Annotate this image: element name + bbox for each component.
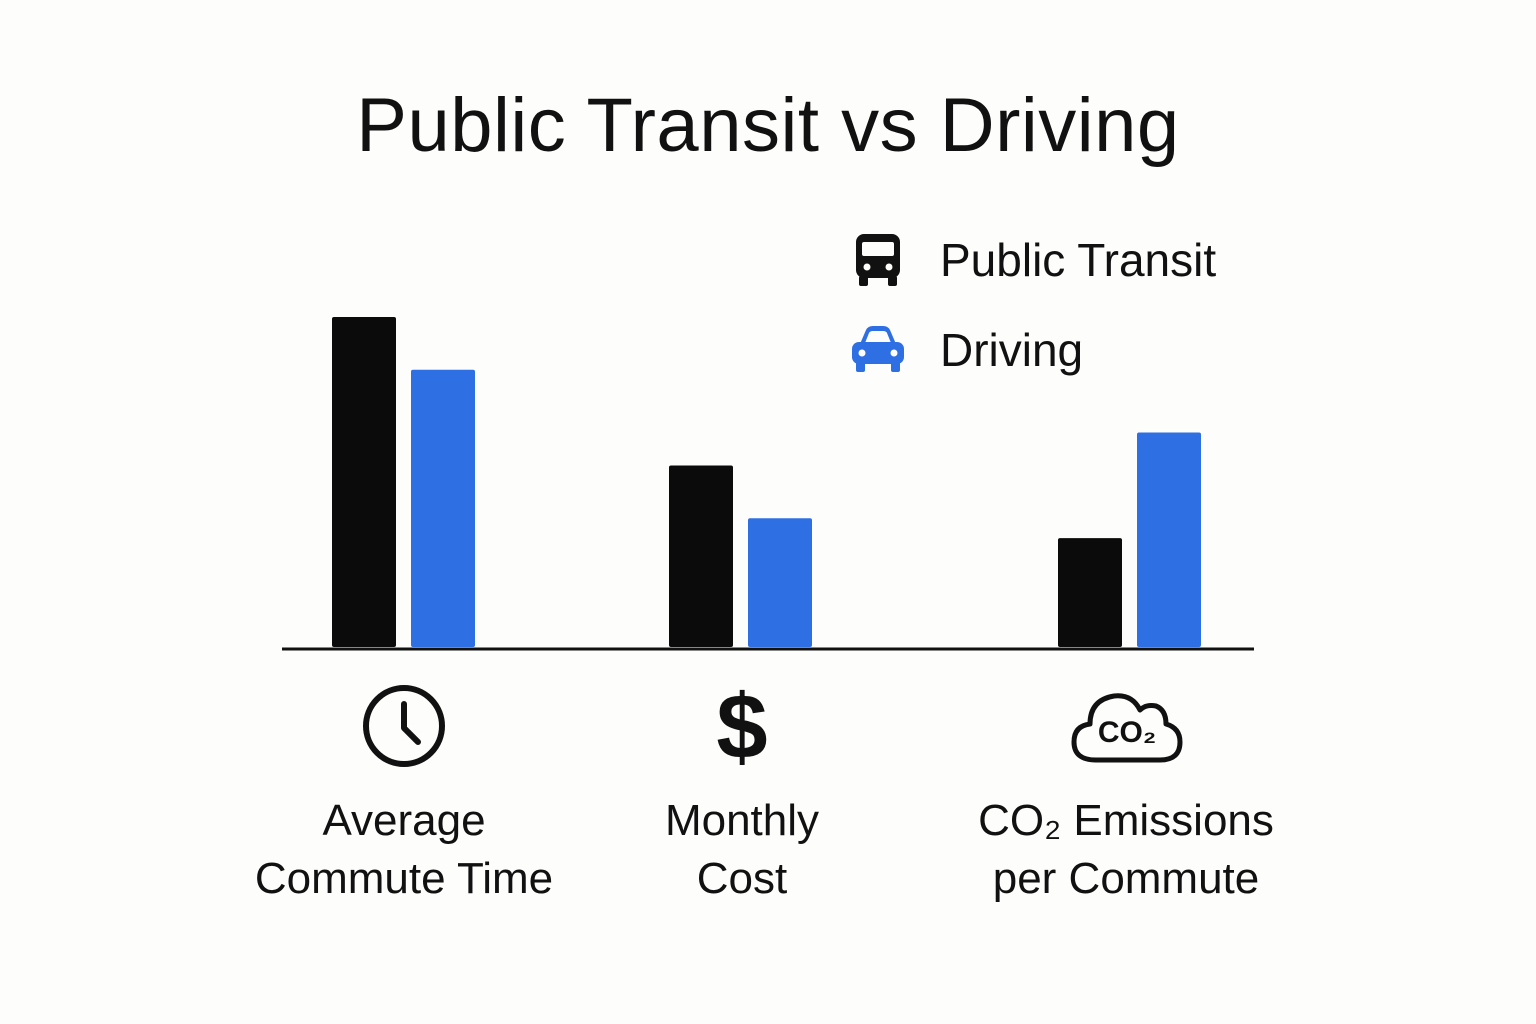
category-label-line1: Average: [322, 796, 486, 845]
legend-item-public-transit: Public Transit: [846, 230, 1216, 290]
legend-item-driving: Driving: [846, 320, 1083, 380]
co2-cloud-icon: CO₂: [1071, 693, 1183, 763]
legend-label-public-transit: Public Transit: [940, 234, 1217, 286]
co2-cloud-text: CO₂: [1098, 716, 1156, 749]
bar-driving-2: [1137, 432, 1201, 647]
category-co2-emissions: CO₂ CO₂ Emissions per Commute: [936, 680, 1316, 908]
dollar-glyph: $: [716, 680, 767, 772]
category-label-line1: CO₂ Emissions: [978, 796, 1274, 845]
dollar-icon: $: [716, 680, 767, 772]
category-average-commute-time: Average Commute Time: [214, 680, 594, 908]
legend-label-driving: Driving: [940, 324, 1084, 376]
bar-public-transit-2: [1058, 538, 1122, 647]
category-label-line1: Monthly: [664, 796, 820, 845]
bars-group: [332, 317, 1201, 647]
chart-title: Public Transit vs Driving: [356, 83, 1180, 168]
bar-driving-0: [411, 369, 475, 647]
category-label-line2: Commute Time: [254, 854, 554, 903]
bar-public-transit-1: [669, 465, 733, 647]
bar-public-transit-0: [332, 317, 396, 647]
clock-icon: [363, 685, 445, 767]
category-label-line2: per Commute: [992, 854, 1260, 903]
category-monthly-cost: $ Monthly Cost: [552, 680, 932, 908]
bar-driving-1: [748, 518, 812, 647]
bus-icon: [856, 234, 900, 286]
category-label-line2: Cost: [696, 854, 788, 903]
car-icon: [852, 326, 904, 372]
